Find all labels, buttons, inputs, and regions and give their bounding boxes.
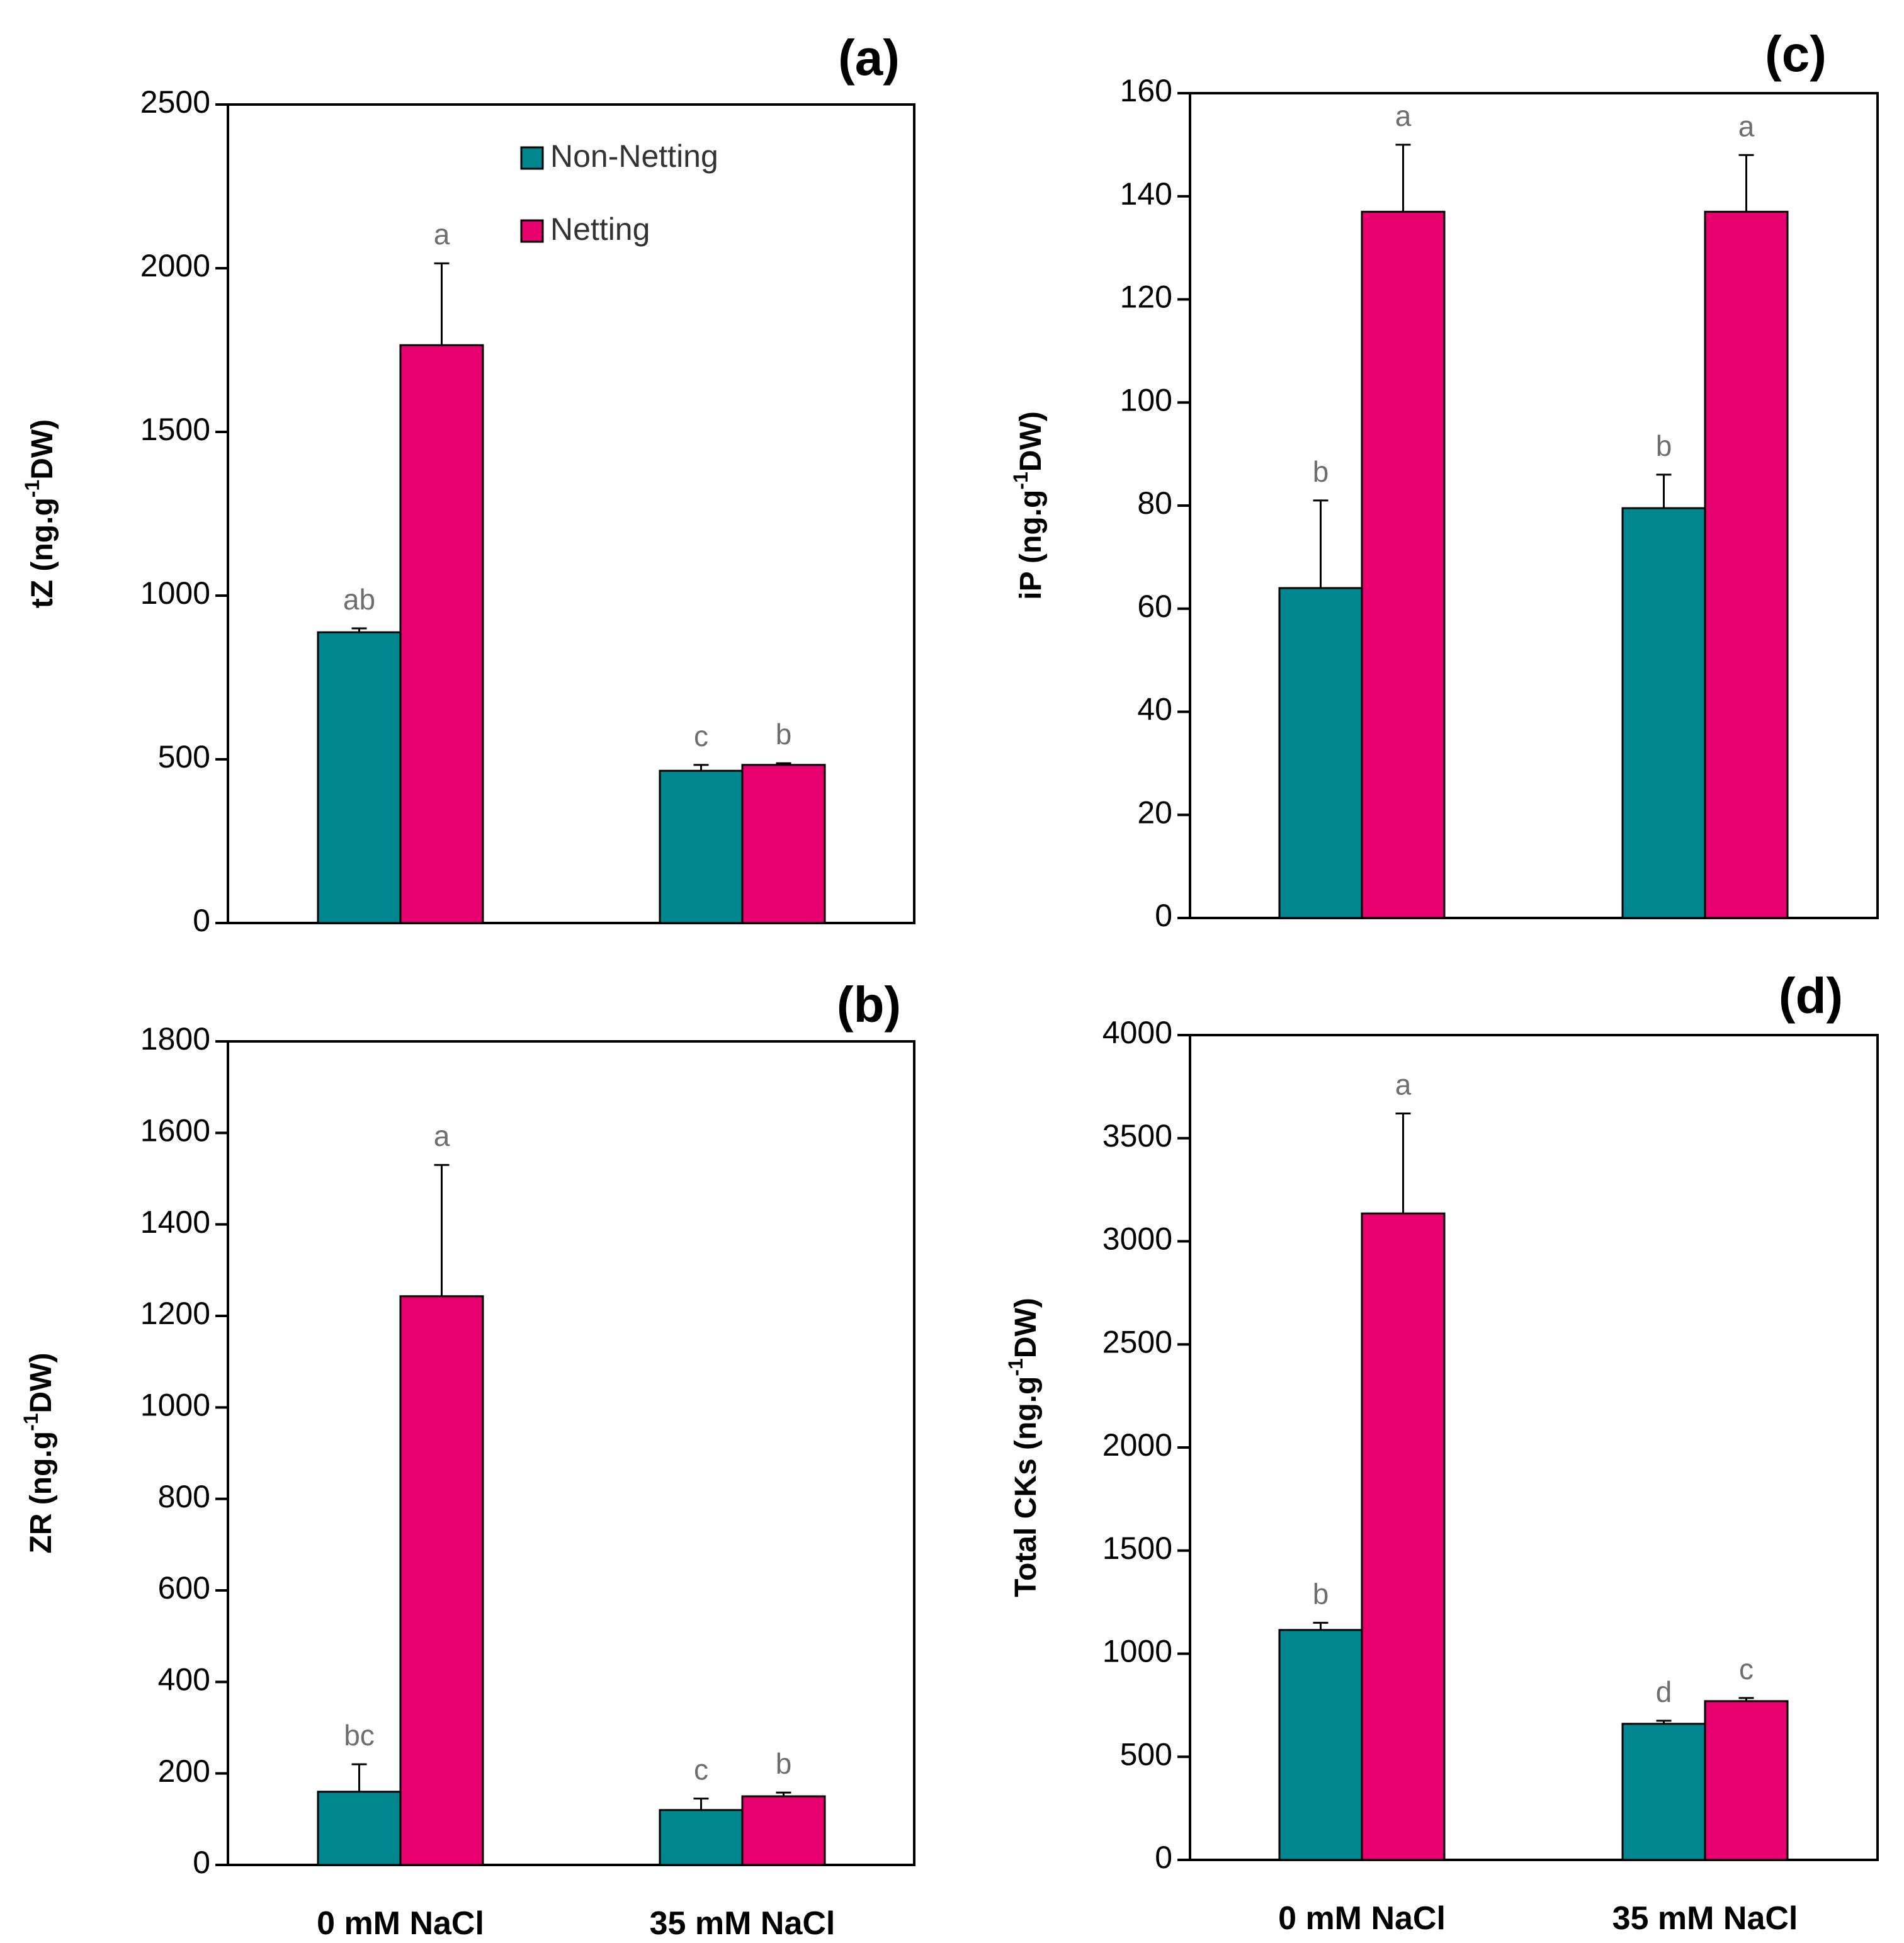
y-axis-title: ZR (ng.g-1DW) (20, 1352, 57, 1553)
y-axis-title: iP (ng.g-1DW) (1009, 411, 1047, 600)
bar-netting (741, 764, 826, 924)
y-tick-label: 1000 (1102, 1634, 1172, 1669)
bar-non-netting (659, 1809, 744, 1866)
y-tick-label: 2500 (140, 84, 210, 120)
significance-label: d (1656, 1675, 1672, 1708)
y-tick-label: 60 (1137, 589, 1172, 624)
significance-label: b (776, 1747, 792, 1780)
significance-label: a (1738, 110, 1755, 142)
legend-swatch (520, 219, 544, 243)
y-tick-label: 1600 (140, 1113, 210, 1148)
significance-label: c (694, 1753, 708, 1786)
y-tick-label: 1500 (1102, 1531, 1172, 1566)
plot-area-frame (227, 103, 915, 924)
bar-netting (1704, 1700, 1789, 1861)
significance-label: c (1739, 1653, 1754, 1685)
y-tick-label: 2000 (1102, 1427, 1172, 1463)
legend-label: Non-Netting (550, 139, 718, 174)
y-tick-label: 2000 (140, 248, 210, 283)
significance-label: b (776, 718, 792, 751)
bar-netting (741, 1795, 826, 1866)
panel-d: (d) 0 500 1000 1500 2000 2500 3000 3500 4000 Total… (1004, 968, 1879, 1937)
bar-non-netting (317, 1791, 402, 1866)
legend-label: Netting (550, 212, 650, 247)
y-tick-label: 1000 (140, 575, 210, 611)
y-tick-label: 2500 (1102, 1324, 1172, 1359)
significance-label: b (1656, 429, 1672, 462)
y-tick-label: 1200 (140, 1296, 210, 1331)
significance-label: b (1313, 1577, 1329, 1610)
y-tick-label: 40 (1137, 692, 1172, 727)
y-tick-label: 3000 (1102, 1221, 1172, 1257)
bar-non-netting (1621, 507, 1706, 919)
panel-label: (a) (838, 30, 900, 86)
significance-label: a (434, 1119, 450, 1152)
category-label: 35 mM NaCl (1612, 1900, 1798, 1937)
y-axis-title: Total CKs (ng.g-1DW) (1004, 1298, 1042, 1597)
significance-label: a (1395, 99, 1412, 132)
category-label: 0 mM NaCl (1278, 1900, 1446, 1937)
y-tick-label: 1000 (140, 1388, 210, 1423)
y-tick-label: 400 (158, 1662, 210, 1697)
panel-label: (b) (837, 977, 901, 1033)
bar-netting (1361, 1212, 1446, 1861)
y-tick-label: 100 (1120, 382, 1172, 417)
significance-label: ab (343, 583, 375, 616)
y-tick-label: 500 (158, 739, 210, 774)
y-tick-label: 500 (1120, 1736, 1172, 1772)
y-tick-label: 0 (193, 903, 210, 938)
y-tick-label: 600 (158, 1570, 210, 1606)
bar-non-netting (1621, 1723, 1706, 1861)
y-tick-label: 1500 (140, 412, 210, 447)
y-tick-label: 200 (158, 1753, 210, 1789)
significance-label: bc (344, 1719, 375, 1752)
y-axis-title: tZ (ng.g-1DW) (21, 419, 59, 608)
bar-netting (1361, 210, 1446, 919)
y-tick-label: 0 (1155, 898, 1172, 933)
y-tick-label: 0 (193, 1845, 210, 1880)
category-label: 35 mM NaCl (650, 1905, 836, 1942)
plot-area-frame (227, 1040, 915, 1866)
y-tick-label: 160 (1120, 73, 1172, 108)
bar-netting (1704, 210, 1789, 919)
y-tick-label: 3500 (1102, 1118, 1172, 1153)
bar-non-netting (1278, 1629, 1363, 1861)
bar-non-netting (659, 769, 744, 924)
significance-label: a (1395, 1068, 1412, 1101)
category-label: 0 mM NaCl (317, 1905, 484, 1942)
significance-label: b (1313, 455, 1329, 488)
y-tick-label: 1800 (140, 1021, 210, 1056)
panel-c: (c) 0 20 40 60 80 100 120 140 160 iP (ng.g-1DW) b b a… (1009, 26, 1879, 933)
legend-swatch (520, 146, 544, 170)
panel-b: (b) 0 200 400 600 800 1000 1200 1400 1600 1800 ZR (… (20, 977, 915, 1942)
y-tick-label: 140 (1120, 176, 1172, 212)
y-tick-label: 0 (1155, 1840, 1172, 1875)
significance-label: a (434, 218, 450, 251)
bar-netting (399, 1295, 484, 1866)
y-tick-label: 20 (1137, 795, 1172, 830)
y-tick-label: 1400 (140, 1204, 210, 1240)
panel-label: (d) (1779, 968, 1843, 1024)
bar-non-netting (1278, 587, 1363, 919)
y-tick-label: 80 (1137, 485, 1172, 521)
y-tick-label: 4000 (1102, 1015, 1172, 1050)
significance-label: c (694, 720, 708, 752)
legend: Non-Netting Netting (520, 139, 718, 247)
y-tick-label: 800 (158, 1479, 210, 1514)
bar-non-netting (317, 631, 402, 924)
y-tick-label: 120 (1120, 280, 1172, 315)
bar-netting (399, 344, 484, 924)
panel-label: (c) (1765, 26, 1827, 82)
